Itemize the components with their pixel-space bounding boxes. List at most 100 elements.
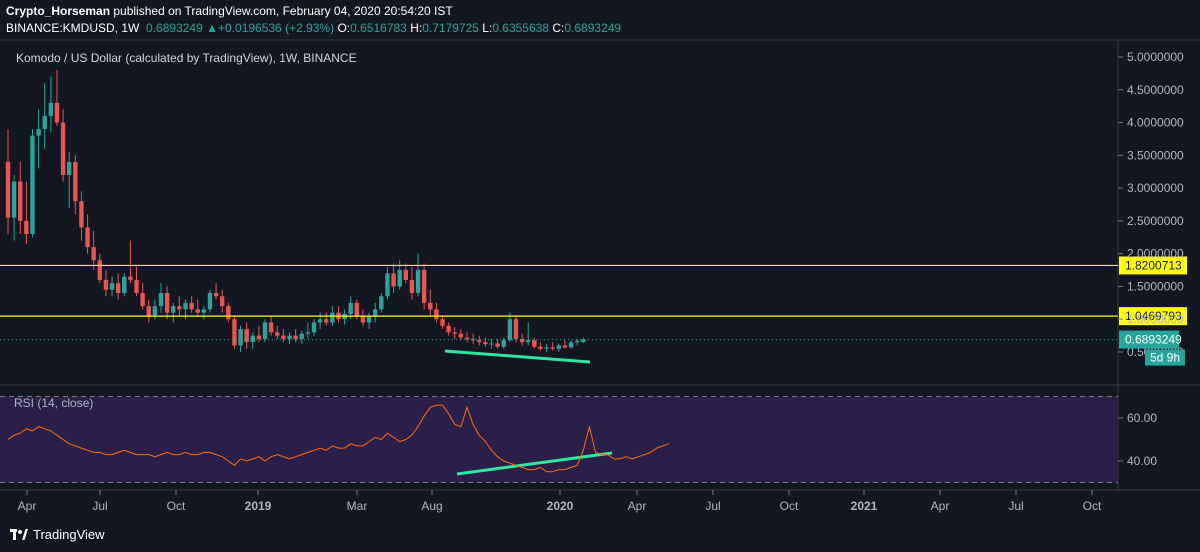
candle-body (293, 335, 298, 339)
candle-body (189, 302, 194, 310)
candle-body (244, 329, 249, 343)
price-tick-label: 2.0000000 (1127, 247, 1184, 261)
time-tick-label: 2019 (245, 499, 272, 513)
rsi-line (7, 404, 670, 473)
candle-body (158, 293, 164, 307)
author-name[interactable]: Crypto_Horseman (6, 4, 111, 18)
candle-body (470, 338, 476, 341)
change-value: +0.0196536 (+2.93%) (218, 21, 335, 35)
candle-body (42, 116, 47, 130)
candle-body (397, 270, 402, 287)
time-tick-label: Jul (92, 499, 107, 513)
open-value: 0.6516783 (350, 21, 407, 35)
candle-body (103, 279, 109, 290)
rsi-tick-label: 40.00 (1127, 454, 1157, 468)
time-tick-label: Jul (705, 499, 720, 513)
price-value: 0.6893249 (146, 21, 203, 35)
time-tick-label: Apr (931, 499, 950, 513)
time-axis[interactable]: Apr Jul Oct 2019 Mar Aug 2020 Apr Jul Oct 2021 Apr J… (18, 490, 1102, 513)
candle-body (232, 319, 237, 346)
rsi-tick-label: 60.00 (1127, 411, 1157, 425)
price-axis[interactable]: 0.50000001.00000001.50000002.00000002.50… (1118, 50, 1184, 359)
candle-body (275, 332, 280, 336)
candle-body (317, 319, 323, 323)
last-price-tag (1119, 330, 1179, 349)
candle-body (109, 283, 115, 290)
candle-body (262, 322, 268, 339)
candle-body (5, 161, 11, 218)
candle-body (226, 306, 231, 320)
open-label: O: (337, 21, 351, 35)
time-tick-label: Apr (18, 499, 37, 513)
candle-body (268, 322, 274, 333)
countdown-label: 5d 9h (1150, 351, 1180, 365)
tradingview-logo-text: TradingView (33, 527, 105, 542)
level-price-label: 1.0469793 (1125, 309, 1182, 323)
candle-body (483, 342, 488, 345)
candle-body (152, 306, 158, 316)
candle-body (464, 337, 470, 339)
candle-body (379, 296, 384, 310)
candle-body (354, 302, 360, 316)
level-price-tag (1119, 256, 1187, 275)
candle-body (403, 270, 408, 280)
candle-body (532, 340, 537, 347)
candle-body (391, 273, 396, 287)
candle-body (305, 332, 311, 334)
candle-body (73, 161, 78, 202)
rsi-axis[interactable]: 40.00 60.00 (1118, 411, 1157, 468)
candle-body (287, 335, 292, 339)
trend-lines[interactable] (444, 349, 613, 476)
time-tick-label: 2021 (851, 499, 878, 513)
rsi-band (0, 396, 1118, 483)
candle-body (360, 315, 366, 323)
level-price-tag (1119, 307, 1187, 326)
candle-body (421, 270, 427, 303)
candle-body (177, 306, 182, 310)
candle-body (91, 247, 96, 261)
price-trendline[interactable] (444, 349, 591, 364)
candle-body (11, 181, 17, 218)
tradingview-logo[interactable]: TradingView (10, 527, 105, 542)
symbol-label: BINANCE:KMDUSD, 1W (6, 21, 140, 35)
candle-body (440, 319, 445, 326)
publish-info: Crypto_Horseman published on TradingView… (6, 4, 453, 18)
candle-body (568, 342, 574, 348)
candle-body (97, 260, 102, 280)
price-tick-label: 4.0000000 (1127, 116, 1184, 130)
candle-body (556, 345, 561, 349)
candle-body (207, 293, 213, 310)
candle-body (513, 319, 519, 339)
candle-body (538, 346, 543, 349)
horizontal-levels[interactable]: 1.8200713 1.0469793 (0, 256, 1187, 326)
rsi-trendline[interactable] (456, 451, 613, 476)
candle-body (519, 338, 525, 343)
price-tick-label: 3.5000000 (1127, 148, 1184, 162)
candle-body (477, 340, 482, 343)
candle-body (60, 122, 66, 175)
candle-body (348, 302, 353, 314)
time-tick-label: Mar (347, 499, 368, 513)
candle-body (409, 279, 415, 293)
change-up-icon: ▲ (206, 21, 218, 35)
time-tick-label: Oct (780, 499, 799, 513)
candle-body (18, 181, 23, 221)
candle-body (146, 306, 151, 316)
candle-body (434, 309, 439, 320)
candle-body (171, 306, 176, 313)
candle-body (330, 312, 335, 323)
time-tick-label: Oct (1083, 499, 1102, 513)
main-legend: Komodo / US Dollar (calculated by Tradin… (16, 51, 357, 65)
candle-body (458, 333, 464, 338)
price-tick-label: 3.0000000 (1127, 181, 1184, 195)
candle-body (373, 309, 378, 316)
footer-bar (0, 518, 1200, 552)
candle-body (446, 325, 451, 333)
candle-body (134, 279, 139, 293)
candle-body (250, 335, 255, 343)
candle-body (501, 340, 506, 347)
candle-body (183, 302, 188, 310)
time-tick-label: Jul (1008, 499, 1023, 513)
time-tick-label: Oct (167, 499, 186, 513)
